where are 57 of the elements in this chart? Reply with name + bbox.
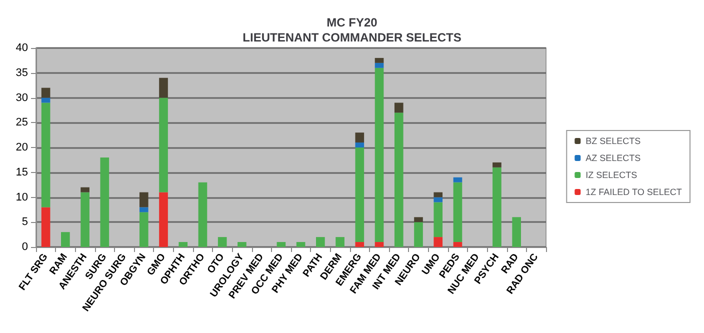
y-tick-label: 40 xyxy=(16,42,28,54)
bar xyxy=(434,202,443,238)
bar xyxy=(355,132,364,143)
bar xyxy=(178,242,188,247)
bar xyxy=(41,207,50,247)
bar xyxy=(374,62,384,68)
bar xyxy=(434,192,443,198)
bar xyxy=(296,242,306,247)
bar xyxy=(492,162,502,168)
bar xyxy=(394,102,404,113)
bar xyxy=(512,217,521,247)
bar xyxy=(41,88,50,98)
bar xyxy=(80,187,90,192)
bar xyxy=(453,177,462,182)
bar xyxy=(276,242,286,247)
bar xyxy=(355,242,364,247)
bar xyxy=(453,242,462,247)
bar xyxy=(139,207,148,212)
bar xyxy=(394,112,404,247)
bar xyxy=(453,182,462,242)
y-tick-label: 5 xyxy=(22,216,28,228)
bar xyxy=(100,157,110,247)
y-tick-label: 20 xyxy=(16,142,28,154)
bar xyxy=(159,192,168,247)
legend-label: IZ SELECTS xyxy=(586,170,638,180)
legend-label: AZ SELECTS xyxy=(586,153,641,163)
legend-label: 1Z FAILED TO SELECT xyxy=(586,187,682,197)
bar xyxy=(218,237,227,247)
bar xyxy=(139,212,148,247)
bar xyxy=(61,232,70,247)
bar xyxy=(336,237,344,247)
bar xyxy=(139,192,148,208)
bar xyxy=(198,182,208,247)
chart-title: MC FY20 LIEUTENANT COMMANDER SELECTS xyxy=(242,16,462,44)
y-tick-label: 30 xyxy=(16,92,28,104)
bar xyxy=(238,242,246,247)
bar xyxy=(159,78,168,98)
y-tick-label: 15 xyxy=(16,166,28,178)
bar xyxy=(355,148,364,242)
bar xyxy=(434,237,443,247)
bar xyxy=(316,237,325,247)
bar xyxy=(414,217,423,222)
y-tick-label: 35 xyxy=(16,66,28,79)
bar xyxy=(355,142,364,148)
bar xyxy=(414,222,423,247)
bar xyxy=(374,68,384,242)
bar xyxy=(374,242,384,247)
bar xyxy=(434,197,443,202)
legend-label: BZ SELECTS xyxy=(586,136,641,146)
bar xyxy=(159,98,168,192)
bar xyxy=(80,192,90,247)
bar xyxy=(374,58,384,63)
y-tick-label: 0 xyxy=(22,241,28,253)
y-tick-label: 25 xyxy=(16,116,28,129)
y-tick-label: 10 xyxy=(16,191,28,204)
bar xyxy=(41,102,50,208)
bar xyxy=(492,167,502,247)
